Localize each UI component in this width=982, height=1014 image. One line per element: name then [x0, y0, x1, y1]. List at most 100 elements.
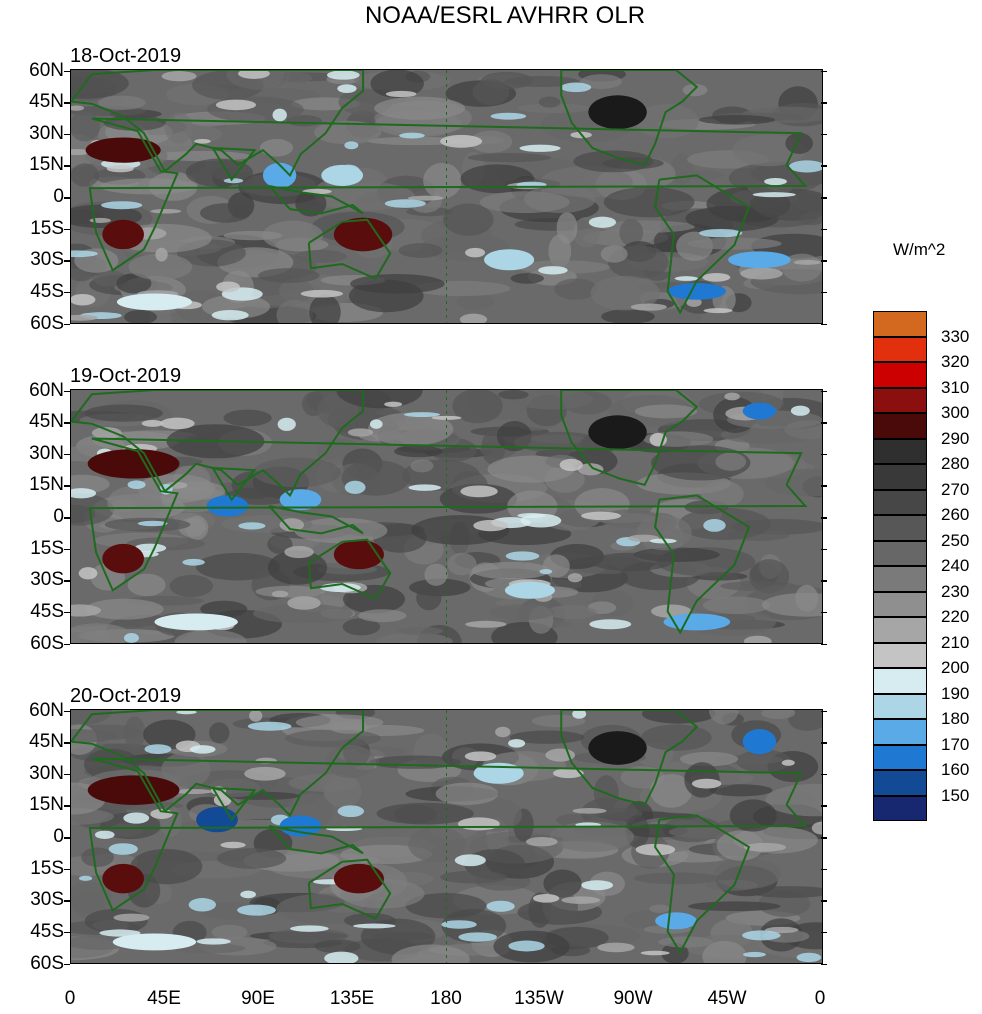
lat-label: 15N [29, 794, 64, 816]
lat-tick [64, 133, 70, 136]
lat-tick [821, 517, 827, 519]
lat-label: 60N [29, 59, 64, 81]
lat-tick [64, 291, 70, 294]
legend-swatch [873, 642, 927, 668]
coastline [560, 390, 699, 487]
lat-tick [821, 580, 827, 582]
legend-swatch [873, 362, 927, 388]
lat-tick [64, 643, 70, 645]
legend-swatch [873, 719, 927, 745]
lon-label: 180 [430, 988, 462, 1009]
lat-tick [64, 837, 70, 839]
lat-tick [64, 963, 70, 965]
panel-date: 18-Oct-2019 [70, 45, 182, 67]
legend-label: 280 [941, 454, 970, 473]
lat-tick [821, 931, 827, 934]
lat-tick [64, 422, 70, 424]
olr-map [70, 389, 823, 644]
lat-tick [821, 773, 827, 776]
legend-swatch [873, 744, 927, 770]
map-panel-3: 20-Oct-2019 60N 45N 30N 15N 0 15S 30S 45S 60S [0, 685, 860, 985]
lat-label: 15S [30, 537, 64, 559]
lat-label: 60S [30, 632, 64, 654]
coastline [211, 787, 257, 822]
coastline [268, 824, 364, 855]
lat-tick [821, 643, 827, 645]
lat-label: 0 [53, 826, 64, 847]
lat-tick [64, 517, 70, 519]
lat-tick [64, 197, 70, 199]
lat-tick [64, 228, 70, 231]
lat-tick [64, 773, 70, 776]
lon-label: 0 [64, 988, 76, 1009]
lat-tick [64, 102, 70, 104]
olr-map [70, 69, 823, 324]
legend-swatch [873, 795, 927, 821]
legend-label: 220 [941, 607, 970, 626]
lat-label: 30S [30, 569, 64, 591]
lat-tick [64, 548, 70, 551]
lat-label: 60S [30, 312, 64, 334]
lat-label: 30N [29, 122, 64, 144]
map-panel-2: 19-Oct-2019 60N 45N 30N 15N 0 15S 30S 45S 60S [0, 365, 860, 665]
lat-tick [821, 291, 827, 294]
lon-label: 0 [814, 988, 826, 1009]
lat-label: 15S [30, 857, 64, 879]
lon-label: 45E [147, 988, 181, 1009]
legend-swatch [873, 489, 927, 515]
lat-tick [821, 900, 827, 902]
map-panel-1: 18-Oct-2019 60N 45N 30N 15N 0 15S 30S 45S 60S [0, 45, 860, 345]
legend-label: 250 [941, 530, 970, 550]
lat-label: 45N [29, 731, 64, 753]
longitude-axis: 0 45E 90E 135E 180 135W 90W 45W 0 [0, 988, 900, 1014]
lon-label: 135E [329, 988, 375, 1009]
lat-tick [64, 485, 70, 487]
chart-title: NOAA/ESRL AVHRR OLR [364, 2, 646, 29]
legend-label: 240 [941, 556, 970, 575]
lat-tick [64, 165, 70, 167]
lat-tick [821, 102, 827, 104]
lat-tick [64, 260, 70, 262]
legend-swatch [873, 311, 927, 337]
panel-date: 19-Oct-2019 [70, 365, 182, 387]
legend-label: 150 [941, 785, 970, 805]
lat-label: 0 [53, 506, 64, 527]
legend-label: 190 [941, 683, 970, 703]
lat-tick [821, 260, 827, 262]
lat-label: 60N [29, 699, 64, 721]
lat-tick [64, 611, 70, 614]
lat-tick [821, 323, 827, 325]
lat-tick [64, 868, 70, 871]
lat-label: 30N [29, 762, 64, 784]
coastline [307, 858, 392, 921]
lat-tick [821, 963, 827, 965]
legend-label: 160 [941, 760, 970, 779]
lat-tick [64, 390, 70, 392]
lon-label: 90W [613, 988, 653, 1009]
coastline [211, 467, 257, 502]
coastline [560, 70, 699, 167]
lat-tick [821, 165, 827, 167]
legend-label: 260 [941, 505, 970, 524]
lat-tick [821, 422, 827, 424]
lat-label: 45S [30, 600, 64, 622]
legend-swatch [873, 617, 927, 643]
lat-label: 45N [29, 411, 64, 433]
lon-label: 90E [241, 988, 275, 1009]
lat-tick [821, 805, 827, 807]
legend-label: 210 [941, 632, 970, 652]
lat-tick [821, 70, 827, 72]
legend-label: 300 [941, 403, 970, 422]
lat-label: 45S [30, 280, 64, 302]
lat-tick [821, 485, 827, 487]
coastline [560, 710, 699, 807]
coastline [88, 757, 808, 912]
legend-swatch [873, 464, 927, 490]
legend-swatch [873, 591, 927, 617]
lat-tick [64, 805, 70, 807]
panel-date: 20-Oct-2019 [70, 685, 182, 707]
legend-swatch [873, 438, 927, 464]
lat-tick [64, 323, 70, 325]
lat-tick [64, 70, 70, 72]
lat-label: 15N [29, 474, 64, 496]
